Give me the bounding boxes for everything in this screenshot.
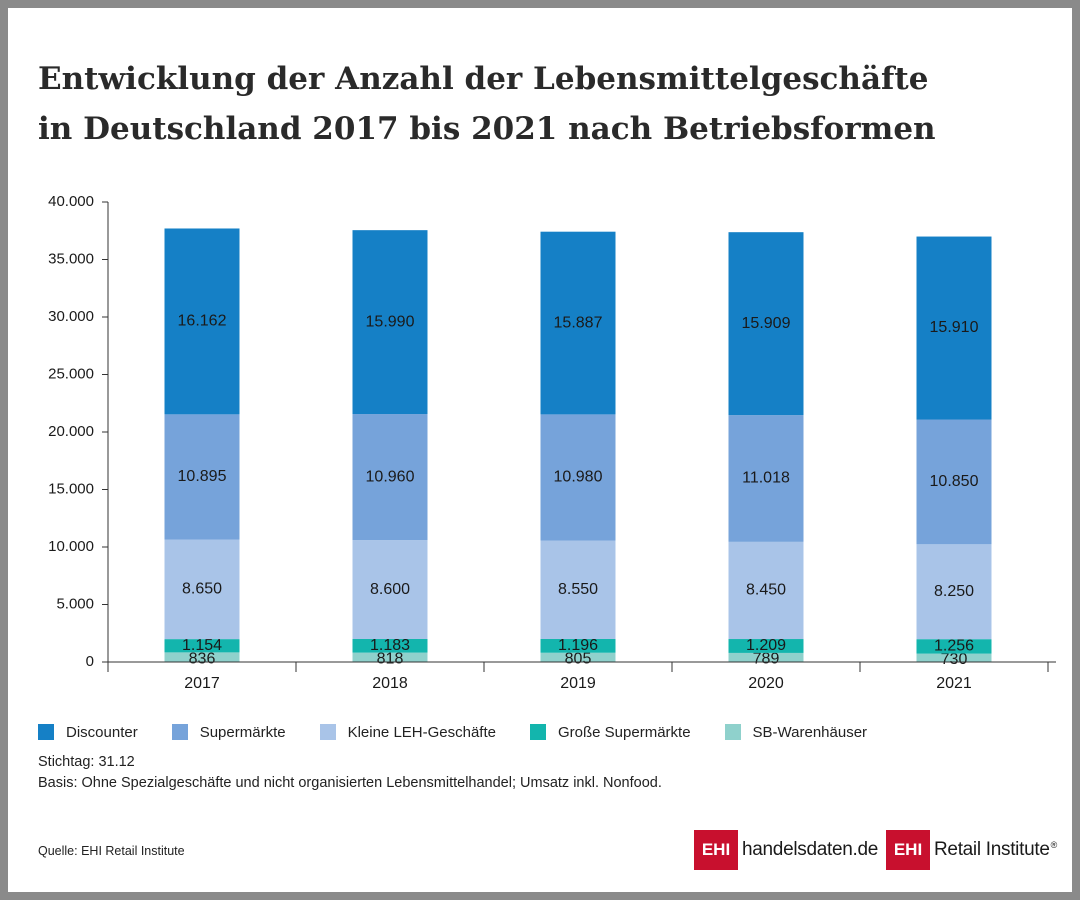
data-label-2017-segment-2: 8.650 — [182, 581, 222, 598]
y-tick-label-7: 35.000 — [48, 250, 94, 267]
legend-label-4: SB-Warenhäuser — [752, 723, 868, 741]
chart-card: Entwicklung der Anzahl der Lebensmittelg… — [8, 8, 1072, 892]
ehi-retail-institute-logo: EHI Retail Institute® — [886, 830, 1057, 870]
legend-label-0: Discounter — [66, 723, 138, 741]
bar-2020-segment-4 — [728, 232, 804, 416]
bar-2019-segment-0 — [540, 652, 616, 662]
data-label-2021-segment-2: 8.250 — [934, 583, 974, 600]
bar-2021-segment-2 — [916, 544, 992, 640]
y-tick-label-4: 20.000 — [48, 423, 94, 440]
bar-2019-segment-2 — [540, 540, 616, 639]
bar-2018-segment-1 — [352, 638, 428, 653]
legend-item-2: Kleine LEH-Geschäfte — [319, 723, 496, 741]
bar-2021-segment-4 — [916, 236, 992, 420]
data-label-2018-segment-4: 15.990 — [366, 313, 415, 330]
ehi-logo-box: EHI — [694, 830, 738, 870]
data-label-2020-segment-0: 789 — [753, 651, 780, 668]
data-label-2020-segment-4: 15.909 — [742, 315, 791, 332]
bar-2019-segment-3 — [540, 414, 616, 541]
x-tick-label-2018: 2018 — [372, 675, 408, 692]
bar-2018-segment-3 — [352, 414, 428, 541]
y-tick-label-2: 10.000 — [48, 538, 94, 555]
data-label-2019-segment-3: 10.980 — [554, 469, 603, 486]
data-label-2021-segment-0: 730 — [941, 651, 968, 668]
legend-label-1: Supermärkte — [199, 723, 286, 741]
bar-2021-segment-3 — [916, 419, 992, 545]
handelsdaten-logo: EHI handelsdaten.de — [694, 830, 878, 870]
legend-swatch-1 — [171, 724, 188, 740]
chart-title-line-1: Entwicklung der Anzahl der Lebensmittelg… — [38, 61, 929, 97]
chart-title: Entwicklung der Anzahl der Lebensmittelg… — [38, 54, 1038, 154]
legend-item-3: Große Supermärkte — [530, 724, 691, 741]
bar-2017-segment-3 — [164, 414, 240, 540]
data-label-2021-segment-3: 10.850 — [930, 473, 979, 490]
bar-2018-segment-0 — [352, 652, 428, 662]
bar-2018-segment-2 — [352, 540, 428, 639]
x-tick-label-2017: 2017 — [184, 675, 220, 692]
legend-swatch-4 — [724, 724, 741, 740]
y-tick-label-5: 25.000 — [48, 365, 94, 382]
chart-notes: Stichtag: 31.12 Basis: Ohne Spezialgesch… — [38, 752, 662, 794]
data-label-2017-segment-0: 836 — [189, 650, 216, 667]
handelsdaten-logo-text: handelsdaten.de — [742, 839, 879, 860]
bar-2020-segment-0 — [728, 652, 804, 662]
chart-legend: Discounter Supermärkte Kleine LEH-Geschäft… — [38, 720, 901, 744]
data-label-2018-segment-3: 10.960 — [366, 468, 415, 485]
legend-swatch-0 — [38, 724, 54, 740]
bar-2017-segment-0 — [164, 652, 240, 662]
y-tick-label-1: 5.000 — [56, 595, 94, 612]
bar-2021-segment-0 — [916, 653, 992, 662]
bar-2018-segment-4 — [352, 230, 428, 415]
bar-2017-segment-4 — [164, 228, 240, 415]
legend-item-1: Supermärkte — [171, 723, 286, 741]
bar-2021-segment-1 — [916, 639, 992, 654]
data-label-2020-segment-2: 8.450 — [746, 582, 786, 599]
retail-institute-logo-text: Retail Institute — [934, 839, 1050, 860]
note-reference-date: Stichtag: 31.12 — [38, 754, 135, 770]
source-note: Quelle: EHI Retail Institute — [38, 844, 185, 858]
data-label-2021-segment-1: 1.256 — [934, 638, 974, 655]
legend-item-4: SB-Warenhäuser — [724, 723, 868, 741]
chart-title-line-2: in Deutschland 2017 bis 2021 nach Betrie… — [38, 111, 936, 147]
y-tick-label-6: 30.000 — [48, 308, 94, 325]
legend-swatch-2 — [319, 724, 336, 740]
note-basis: Basis: Ohne Spezialgeschäfte und nicht o… — [38, 775, 662, 791]
data-label-2017-segment-1: 1.154 — [182, 637, 222, 654]
y-tick-label-0: 0 — [86, 653, 94, 670]
bar-2020-segment-2 — [728, 541, 804, 640]
x-tick-label-2019: 2019 — [560, 675, 596, 692]
data-label-2019-segment-4: 15.887 — [554, 314, 603, 331]
legend-label-3: Große Supermärkte — [558, 723, 691, 741]
legend-item-0: Discounter — [38, 724, 138, 741]
data-label-2019-segment-1: 1.196 — [558, 637, 598, 654]
bar-2017-segment-1 — [164, 639, 240, 653]
x-tick-label-2021: 2021 — [936, 675, 972, 692]
x-tick-label-2020: 2020 — [748, 675, 784, 692]
data-label-2018-segment-1: 1.183 — [370, 637, 410, 654]
y-tick-label-8: 40.000 — [48, 193, 94, 210]
bar-2017-segment-2 — [164, 539, 240, 640]
data-label-2019-segment-2: 8.550 — [558, 581, 598, 598]
data-label-2020-segment-1: 1.209 — [746, 637, 786, 654]
data-label-2021-segment-4: 15.910 — [930, 319, 979, 336]
data-label-2020-segment-3: 11.018 — [742, 470, 790, 487]
stacked-bar-chart: 0 5.000 10.000 15.000 20.000 25.000 30.000 35.0… — [48, 193, 1056, 692]
bar-2020-segment-3 — [728, 415, 804, 542]
data-label-2019-segment-0: 805 — [565, 651, 592, 668]
legend-swatch-3 — [530, 724, 546, 740]
y-tick-label-3: 15.000 — [48, 480, 94, 497]
data-label-2017-segment-3: 10.895 — [178, 468, 227, 485]
bar-2019-segment-1 — [540, 638, 616, 653]
registered-mark: ® — [1050, 839, 1058, 850]
ehi-logo-box: EHI — [886, 830, 930, 870]
bar-2019-segment-4 — [540, 231, 616, 415]
data-label-2018-segment-2: 8.600 — [370, 581, 410, 598]
data-label-2018-segment-0: 818 — [377, 651, 404, 668]
legend-label-2: Kleine LEH-Geschäfte — [347, 723, 496, 741]
bar-2020-segment-1 — [728, 639, 804, 653]
data-label-2017-segment-4: 16.162 — [178, 313, 227, 330]
